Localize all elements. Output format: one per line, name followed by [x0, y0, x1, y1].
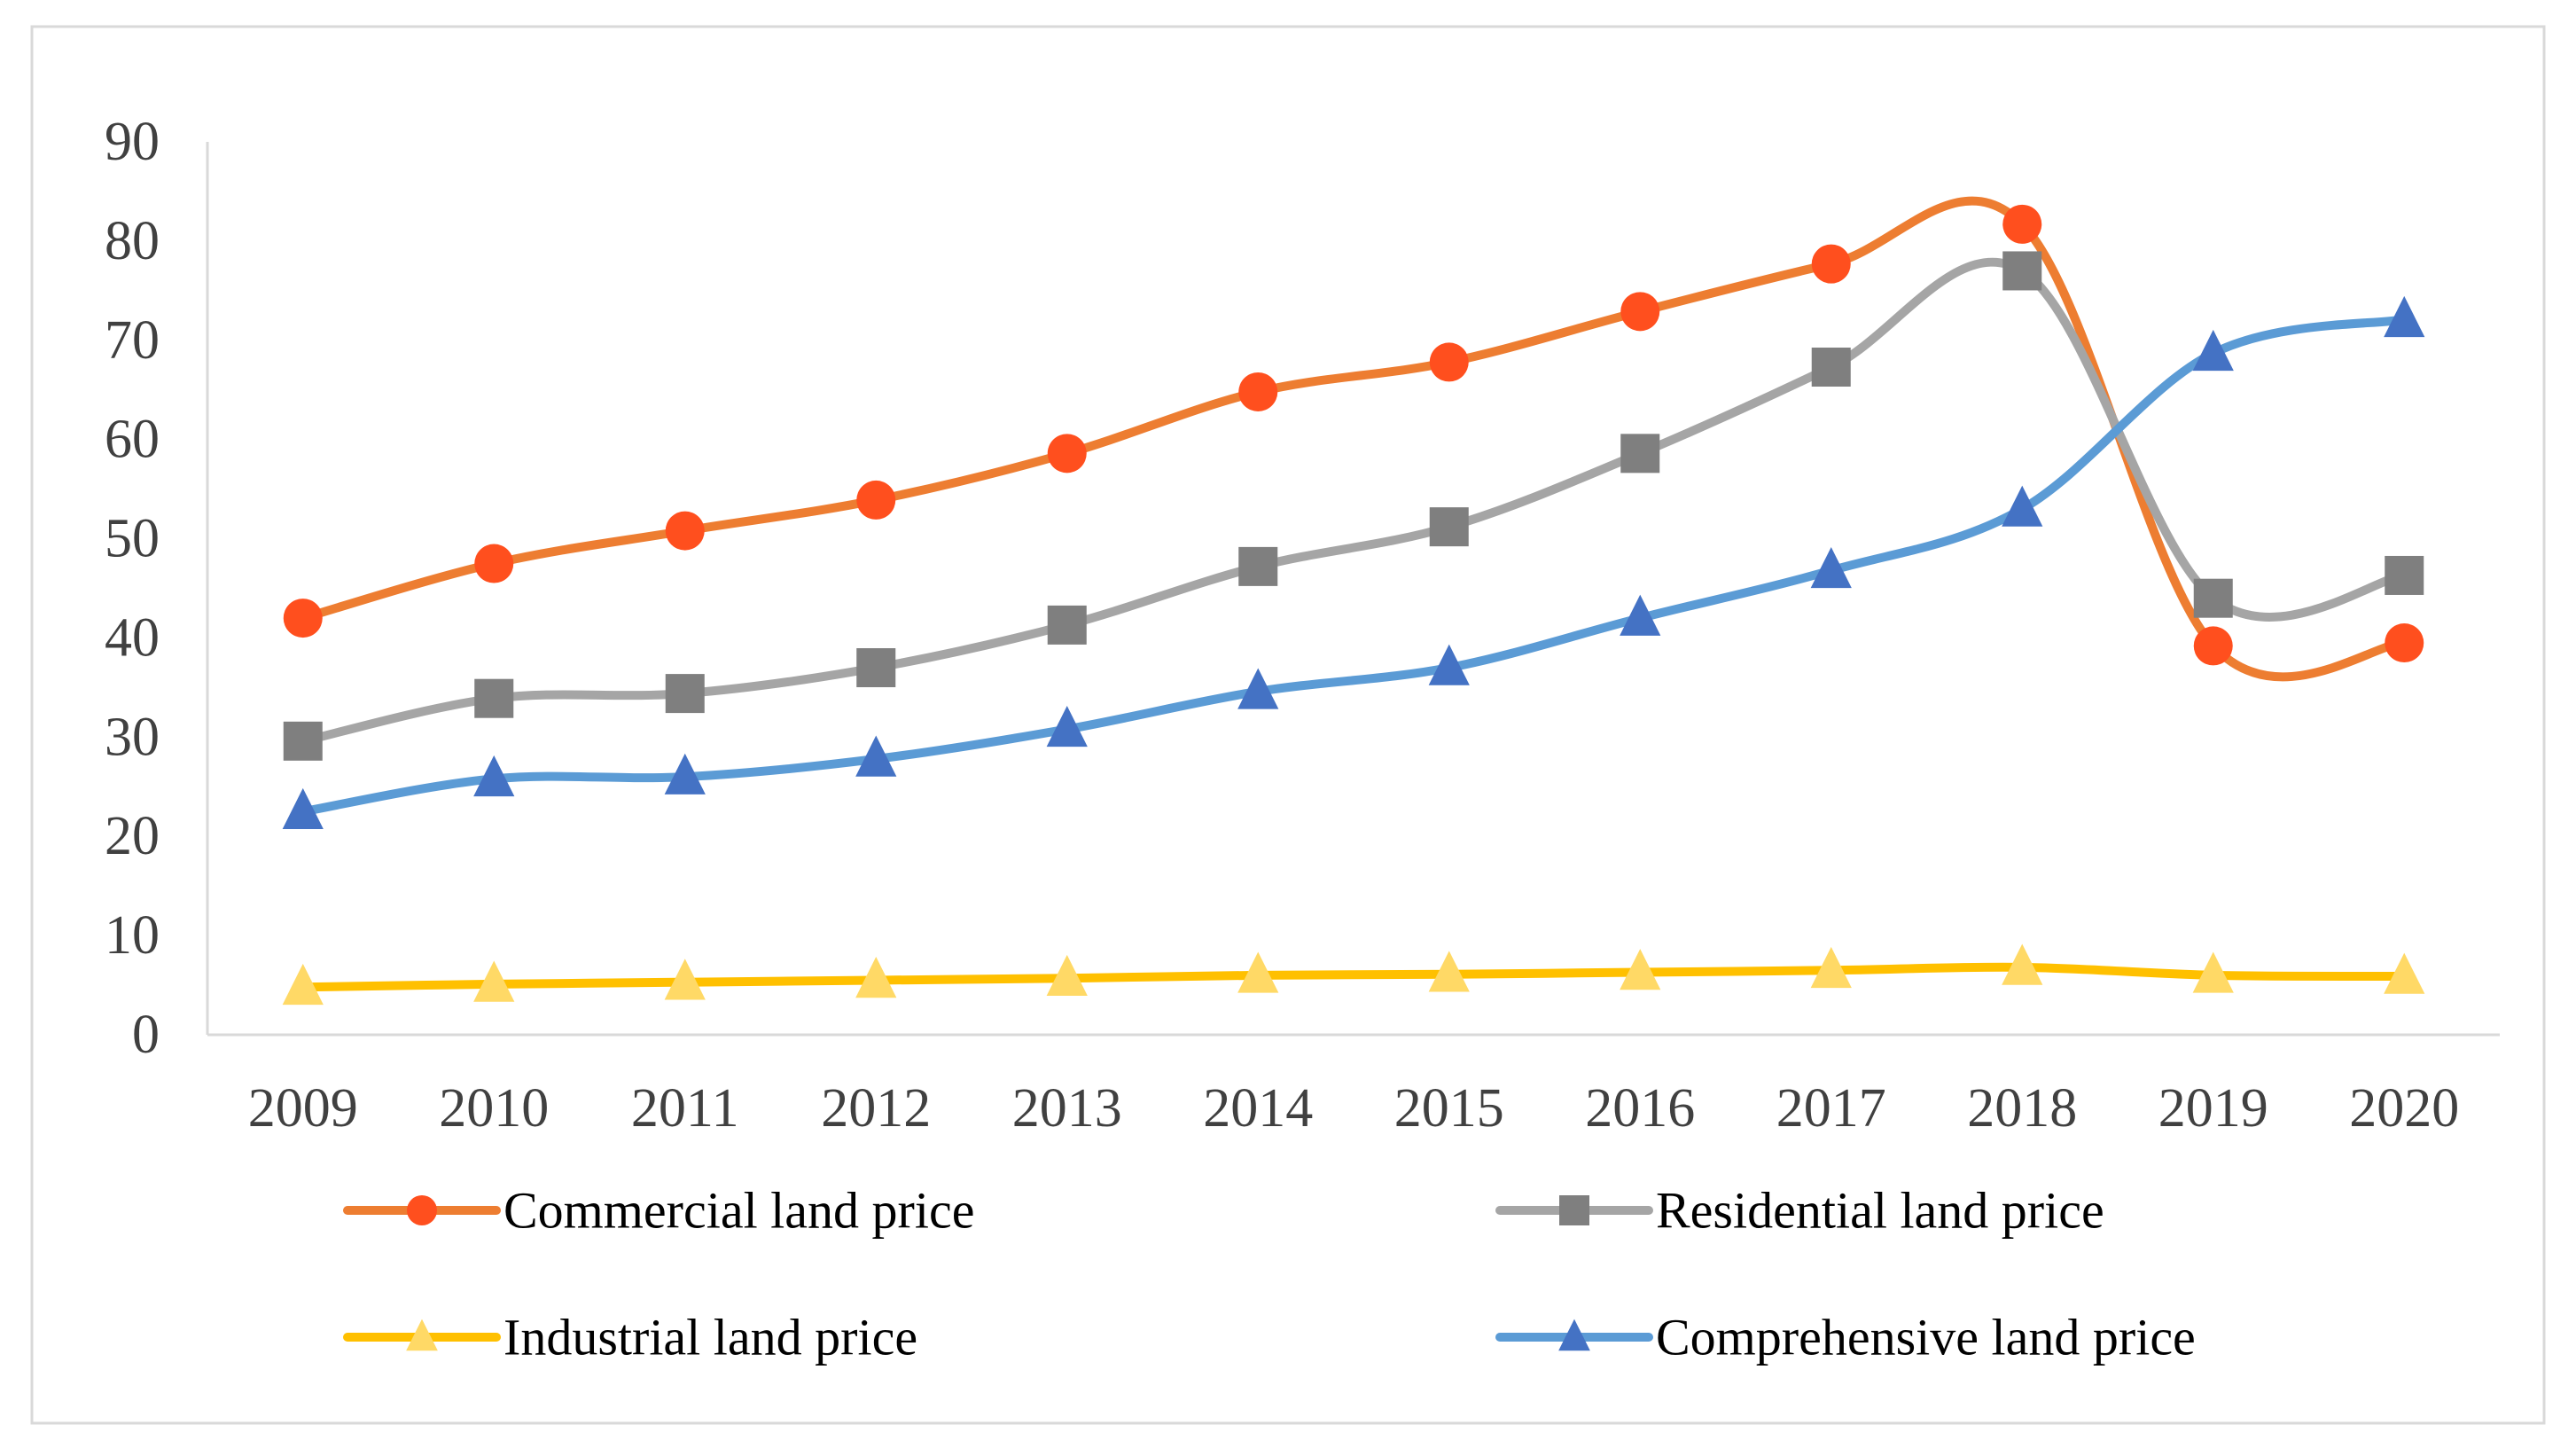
comprehensive-land-price-line: [298, 315, 2409, 817]
series-markers: [282, 204, 2425, 1006]
industrial-land-price-line: [298, 962, 2409, 992]
industrial-land-price-point: [1428, 951, 1470, 992]
residential-land-price-point: [1811, 347, 1851, 387]
residential-land-price-point: [474, 678, 514, 718]
industrial-land-price-point: [2384, 952, 2425, 994]
residential-land-price-point: [2385, 555, 2424, 595]
x-tick-label: 2020: [2349, 1078, 2459, 1139]
commercial-land-price-point: [856, 480, 896, 520]
legend-marker-industrial-land-price: [406, 1319, 438, 1351]
residential-land-price-point: [1620, 434, 1660, 474]
x-axis: 2009 2010 2011 2012 2013 2014 2015 2016 2017 2018…: [207, 1033, 2500, 1139]
industrial-land-price-point: [282, 963, 324, 1006]
commercial-land-price-point: [474, 544, 514, 583]
comprehensive-land-price-point: [1620, 594, 1661, 636]
y-tick-label: 20: [105, 806, 160, 866]
commercial-land-price-point: [2385, 623, 2424, 663]
y-tick-label: 40: [105, 607, 160, 668]
comprehensive-land-price-point: [664, 753, 706, 794]
y-tick-label: 80: [105, 211, 160, 271]
comprehensive-land-price-point: [1810, 546, 1852, 589]
commercial-land-price-point: [665, 511, 705, 551]
comprehensive-land-price-point: [473, 755, 515, 797]
y-tick-label: 10: [105, 905, 160, 966]
y-tick-label: 90: [105, 112, 160, 172]
industrial-land-price-point: [1620, 949, 1661, 990]
x-tick-label: 2017: [1776, 1078, 1886, 1139]
x-tick-label: 2009: [248, 1078, 358, 1139]
residential-land-price-point: [1047, 605, 1087, 645]
industrial-land-price-point: [473, 960, 515, 1002]
y-tick-label: 0: [132, 1005, 160, 1065]
y-tick-label: 70: [105, 310, 160, 371]
x-tick-label: 2015: [1394, 1078, 1504, 1139]
industrial-land-price-point: [1810, 946, 1852, 989]
y-axis: 0 10 20 30 40 50 60 70 80 90: [105, 112, 209, 1065]
x-tick-label: 2011: [631, 1078, 739, 1139]
industrial-land-price-point: [1237, 951, 1279, 993]
commercial-land-price-point: [1429, 342, 1469, 382]
industrial-land-price-point: [1046, 954, 1088, 997]
industrial-land-price-point: [855, 957, 897, 998]
comprehensive-land-price-point: [1046, 705, 1088, 747]
legend-marker-commercial-land-price: [407, 1195, 437, 1225]
comprehensive-land-price-point: [2384, 295, 2425, 338]
commercial-land-price-point: [1238, 372, 1278, 411]
y-tick-label: 50: [105, 509, 160, 569]
x-tick-label: 2014: [1203, 1078, 1313, 1139]
y-tick-label: 60: [105, 410, 160, 470]
x-tick-label: 2016: [1585, 1078, 1695, 1139]
comprehensive-land-price-point: [1428, 644, 1470, 685]
comprehensive-land-price-point: [2002, 485, 2043, 527]
legend-label-industrial-land-price: Industrial land price: [503, 1309, 917, 1366]
residential-land-price-point: [1238, 546, 1278, 586]
comprehensive-land-price-point: [855, 735, 897, 777]
x-tick-label: 2013: [1012, 1078, 1122, 1139]
commercial-land-price-point: [2193, 626, 2233, 666]
comprehensive-land-price-point: [2192, 329, 2234, 372]
comprehensive-land-price-point: [282, 787, 324, 830]
x-tick-label: 2018: [1967, 1078, 2077, 1139]
legend: Commercial land price Residential land pr…: [343, 1182, 2196, 1366]
commercial-land-price-point: [1811, 244, 1851, 284]
commercial-land-price-point: [1047, 434, 1087, 474]
residential-land-price-point: [2193, 578, 2233, 618]
x-tick-label: 2010: [439, 1078, 549, 1139]
residential-land-price-point: [283, 721, 323, 761]
residential-land-price-point: [1429, 507, 1469, 547]
residential-land-price-point: [2002, 251, 2042, 291]
industrial-land-price-point: [2192, 951, 2234, 993]
y-tick-label: 30: [105, 707, 160, 767]
chart-border: [30, 25, 2546, 1425]
commercial-land-price-point: [2002, 204, 2042, 244]
commercial-land-price-point: [283, 599, 323, 638]
legend-marker-comprehensive-land-price: [1558, 1319, 1590, 1351]
legend-marker-residential-land-price: [1559, 1195, 1589, 1225]
industrial-land-price-point: [2002, 943, 2043, 985]
comprehensive-land-price-point: [1237, 668, 1279, 709]
residential-land-price-point: [856, 648, 896, 688]
x-tick-label: 2019: [2158, 1078, 2268, 1139]
legend-label-residential-land-price: Residential land price: [1656, 1182, 2104, 1240]
industrial-land-price-point: [664, 959, 706, 1000]
commercial-land-price-point: [1620, 292, 1660, 332]
legend-label-commercial-land-price: Commercial land price: [503, 1182, 974, 1240]
residential-land-price-point: [665, 674, 705, 714]
x-tick-label: 2012: [821, 1078, 931, 1139]
legend-label-comprehensive-land-price: Comprehensive land price: [1656, 1309, 2196, 1366]
